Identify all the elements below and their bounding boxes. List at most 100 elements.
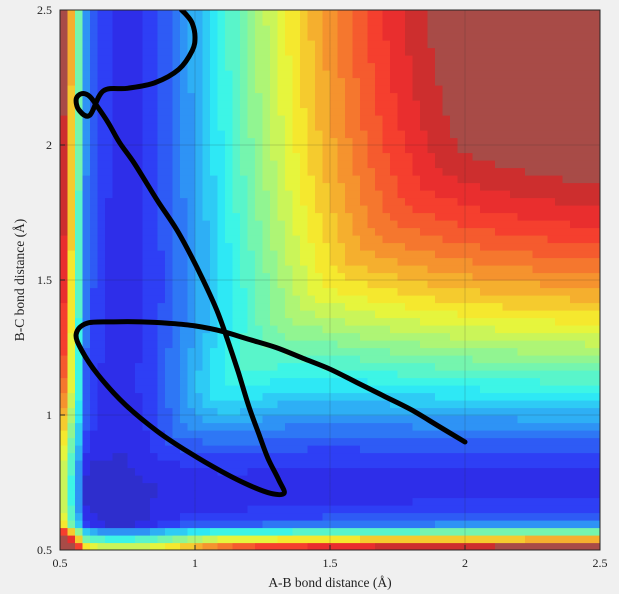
contour-cell	[435, 107, 444, 116]
contour-cell	[180, 190, 189, 199]
contour-cell	[367, 107, 376, 116]
contour-cell	[90, 520, 99, 529]
contour-cell	[157, 310, 166, 319]
contour-cell	[352, 107, 361, 116]
contour-cell	[217, 227, 226, 236]
contour-cell	[120, 295, 129, 304]
contour-cell	[382, 175, 391, 184]
contour-cell	[367, 160, 376, 169]
contour-cell	[75, 257, 84, 266]
contour-cell	[322, 437, 331, 446]
contour-cell	[457, 475, 466, 484]
contour-cell	[195, 362, 204, 371]
contour-cell	[120, 250, 129, 259]
contour-cell	[105, 325, 114, 334]
contour-cell	[367, 190, 376, 199]
contour-cell	[97, 340, 106, 349]
contour-cell	[120, 122, 129, 131]
contour-cell	[375, 25, 384, 34]
contour-cell	[172, 542, 181, 550]
contour-cell	[180, 115, 189, 124]
contour-cell	[480, 407, 489, 416]
contour-cell	[300, 85, 309, 94]
contour-cell	[232, 265, 241, 274]
contour-cell	[352, 32, 361, 41]
contour-cell	[202, 317, 211, 326]
contour-cell	[322, 122, 331, 131]
contour-cell	[210, 175, 219, 184]
contour-cell	[465, 370, 474, 379]
contour-cell	[480, 445, 489, 454]
contour-cell	[382, 347, 391, 356]
contour-cell	[435, 490, 444, 499]
contour-cell	[285, 265, 294, 274]
contour-cell	[360, 152, 369, 161]
contour-cell	[270, 145, 279, 154]
contour-cell	[262, 32, 271, 41]
contour-cell	[337, 325, 346, 334]
contour-cell	[540, 100, 549, 109]
contour-cell	[315, 415, 324, 424]
contour-cell	[120, 235, 129, 244]
contour-cell	[157, 287, 166, 296]
contour-cell	[165, 272, 174, 281]
contour-cell	[502, 122, 511, 131]
contour-cell	[555, 355, 564, 364]
contour-cell	[277, 527, 286, 536]
contour-cell	[502, 175, 511, 184]
contour-cell	[382, 497, 391, 506]
contour-cell	[360, 467, 369, 476]
contour-cell	[97, 295, 106, 304]
contour-cell	[315, 535, 324, 544]
contour-cell	[120, 407, 129, 416]
contour-cell	[435, 512, 444, 521]
contour-cell	[202, 130, 211, 139]
contour-cell	[240, 182, 249, 191]
contour-cell	[120, 242, 129, 251]
contour-cell	[525, 70, 534, 79]
contour-cell	[202, 137, 211, 146]
contour-cell	[82, 430, 91, 439]
contour-cell	[180, 122, 189, 131]
contour-cell	[90, 212, 99, 221]
contour-cell	[540, 242, 549, 251]
contour-cell	[502, 55, 511, 64]
contour-cell	[420, 122, 429, 131]
contour-cell	[270, 272, 279, 281]
contour-cell	[202, 370, 211, 379]
contour-cell	[525, 227, 534, 236]
contour-cell	[285, 445, 294, 454]
contour-cell	[172, 385, 181, 394]
contour-cell	[412, 310, 421, 319]
contour-cell	[577, 430, 586, 439]
contour-cell	[487, 85, 496, 94]
contour-cell	[532, 460, 541, 469]
contour-cell	[217, 400, 226, 409]
contour-cell	[180, 392, 189, 401]
contour-cell	[360, 197, 369, 206]
contour-cell	[517, 422, 526, 431]
contour-cell	[450, 122, 459, 131]
contour-cell	[547, 220, 556, 229]
contour-cell	[210, 145, 219, 154]
contour-cell	[345, 167, 354, 176]
contour-cell	[120, 310, 129, 319]
contour-cell	[180, 497, 189, 506]
contour-cell	[427, 167, 436, 176]
contour-cell	[525, 190, 534, 199]
contour-cell	[375, 310, 384, 319]
contour-cell	[472, 430, 481, 439]
contour-cell	[502, 310, 511, 319]
contour-cell	[97, 520, 106, 529]
contour-cell	[210, 55, 219, 64]
contour-cell	[105, 302, 114, 311]
contour-cell	[135, 182, 144, 191]
contour-cell	[570, 377, 579, 386]
contour-cell	[405, 482, 414, 491]
contour-cell	[345, 250, 354, 259]
contour-cell	[217, 205, 226, 214]
contour-cell	[127, 542, 136, 550]
contour-cell	[495, 340, 504, 349]
contour-cell	[510, 520, 519, 529]
contour-cell	[337, 17, 346, 26]
